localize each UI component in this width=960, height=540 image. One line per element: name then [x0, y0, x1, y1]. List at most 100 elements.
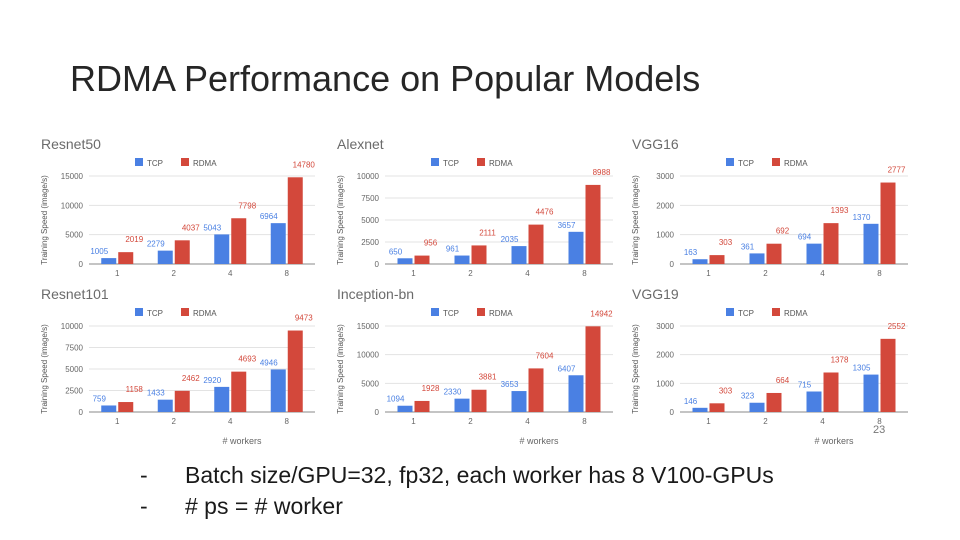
bar-tcp [454, 255, 470, 264]
bullet-item: - # ps = # worker [140, 491, 774, 522]
bullet-text: Batch size/GPU=32, fp32, each worker has… [185, 462, 774, 488]
data-label-rdma: 7798 [238, 201, 256, 210]
data-label-tcp: 4946 [260, 358, 278, 367]
y-tick-label: 1000 [656, 379, 674, 388]
x-tick-label: 8 [582, 269, 587, 278]
data-label-rdma: 664 [776, 376, 790, 385]
bar-rdma [118, 402, 134, 412]
chart-title: Resnet50 [41, 136, 101, 152]
legend-label-tcp: TCP [443, 159, 459, 168]
y-axis-title: Training Speed (image/s) [40, 175, 49, 265]
bar-rdma [118, 252, 134, 264]
legend-swatch-tcp [431, 158, 439, 166]
data-label-rdma: 1378 [831, 355, 849, 364]
chart-vgg16: VGG16 TCP RDMA Training Speed (image/s) 0 100… [628, 132, 916, 284]
bar-tcp [270, 223, 286, 264]
legend-swatch-tcp [726, 158, 734, 166]
data-label-rdma: 303 [719, 386, 733, 395]
bar-rdma [585, 184, 601, 264]
y-tick-label: 10000 [357, 172, 380, 181]
chart-vgg19: VGG19 TCP RDMA Training Speed (image/s) 0 100… [628, 282, 916, 450]
data-label-rdma: 303 [719, 238, 733, 247]
data-label-tcp: 2035 [501, 235, 519, 244]
bar-tcp [568, 231, 584, 264]
y-tick-label: 7500 [361, 194, 379, 203]
legend-swatch-tcp [135, 308, 143, 316]
y-tick-label: 0 [670, 260, 675, 269]
x-tick-label: 8 [877, 269, 882, 278]
bar-tcp [806, 243, 822, 264]
x-axis-title: # workers [814, 436, 854, 446]
y-axis-title: Training Speed (image/s) [336, 175, 345, 265]
bar-rdma [823, 372, 839, 412]
x-tick-label: 4 [525, 269, 530, 278]
y-tick-label: 3000 [656, 172, 674, 181]
chart-title: VGG16 [632, 136, 679, 152]
bullet-list: - Batch size/GPU=32, fp32, each worker h… [140, 460, 774, 522]
chart-title: Resnet101 [41, 286, 109, 302]
bar-rdma [174, 240, 190, 264]
legend-swatch-rdma [181, 158, 189, 166]
legend-label-tcp: TCP [738, 159, 754, 168]
y-tick-label: 10000 [61, 201, 84, 210]
data-label-rdma: 4037 [182, 223, 200, 232]
data-label-tcp: 1094 [387, 395, 405, 404]
bar-tcp [101, 405, 117, 412]
bar-tcp [568, 375, 584, 412]
data-label-tcp: 759 [93, 394, 107, 403]
data-label-tcp: 715 [798, 381, 812, 390]
data-label-tcp: 146 [684, 397, 698, 406]
data-label-tcp: 694 [798, 233, 812, 242]
y-tick-label: 2000 [656, 351, 674, 360]
y-tick-label: 10000 [357, 351, 380, 360]
chart-resnet50: Resnet50 TCP RDMA Training Speed (image/s) 0… [37, 132, 323, 284]
legend-swatch-rdma [772, 308, 780, 316]
bar-tcp [157, 399, 173, 412]
bar-rdma [528, 368, 544, 412]
y-tick-label: 0 [79, 260, 84, 269]
data-label-rdma: 2111 [479, 228, 496, 237]
x-tick-label: 4 [228, 269, 233, 278]
bar-tcp [214, 386, 230, 412]
x-tick-label: 2 [172, 269, 177, 278]
legend-label-tcp: TCP [738, 309, 754, 318]
x-tick-label: 8 [285, 269, 290, 278]
bar-rdma [471, 389, 487, 412]
y-tick-label: 10000 [61, 322, 84, 331]
chart-svg: VGG16 TCP RDMA Training Speed (image/s) 0 100… [631, 136, 908, 278]
y-tick-label: 0 [375, 260, 380, 269]
data-label-rdma: 2462 [182, 374, 200, 383]
bar-tcp [692, 259, 708, 264]
y-tick-label: 0 [375, 408, 380, 417]
x-tick-label: 1 [411, 417, 416, 426]
y-tick-label: 0 [79, 408, 84, 417]
data-label-tcp: 1370 [853, 213, 871, 222]
slide-title: RDMA Performance on Popular Models [70, 58, 701, 99]
bar-rdma [528, 224, 544, 264]
data-label-rdma: 692 [776, 227, 790, 236]
bar-tcp [270, 369, 286, 412]
data-label-rdma: 14942 [590, 309, 613, 318]
bar-rdma [231, 218, 247, 264]
chart-title: Inception-bn [337, 286, 414, 302]
bar-tcp [511, 246, 527, 264]
bar-rdma [709, 255, 725, 264]
bar-tcp [863, 374, 879, 412]
data-label-rdma: 8988 [593, 168, 611, 177]
legend-label-rdma: RDMA [489, 159, 513, 168]
legend-label-rdma: RDMA [193, 309, 217, 318]
data-label-rdma: 3881 [479, 373, 497, 382]
x-tick-label: 4 [820, 417, 825, 426]
bar-rdma [880, 338, 896, 412]
legend-label-rdma: RDMA [193, 159, 217, 168]
y-tick-label: 15000 [357, 322, 380, 331]
bar-rdma [174, 390, 190, 412]
chart-svg: VGG19 TCP RDMA Training Speed (image/s) 0 100… [631, 286, 908, 446]
data-label-rdma: 2019 [125, 235, 143, 244]
x-axis-title: # workers [222, 436, 262, 446]
x-tick-label: 2 [763, 417, 768, 426]
bar-rdma [766, 243, 782, 264]
bar-rdma [880, 182, 896, 264]
y-tick-label: 15000 [61, 172, 84, 181]
y-tick-label: 2500 [361, 238, 379, 247]
